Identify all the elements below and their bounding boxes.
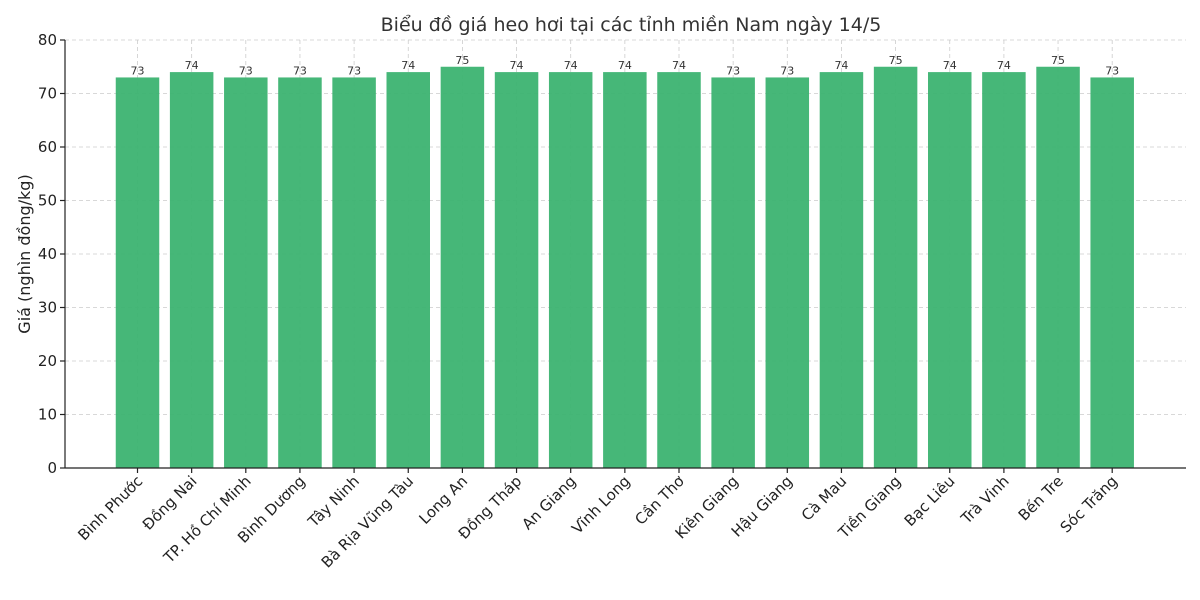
y-tick-label: 70 [38, 85, 57, 103]
bar [819, 72, 864, 468]
bar [711, 77, 755, 468]
data-label: 75 [1051, 54, 1065, 67]
bars [115, 66, 1134, 468]
data-label: 73 [1105, 64, 1119, 77]
y-tick-label: 0 [47, 459, 57, 477]
bar [765, 77, 810, 468]
bar [278, 77, 322, 468]
data-label: 75 [455, 54, 469, 67]
data-label: 73 [347, 64, 361, 77]
axes [60, 39, 1186, 473]
bar [440, 66, 485, 468]
bar [873, 66, 918, 468]
y-tick-label: 10 [38, 406, 57, 424]
x-tick-label: Trà Vinh [957, 472, 1013, 528]
bar [548, 72, 593, 468]
y-tick-label: 60 [38, 138, 57, 156]
data-label: 73 [239, 64, 253, 77]
data-label: 74 [997, 59, 1011, 72]
x-tick-label: Bà Rịa Vũng Tàu [318, 472, 417, 571]
data-label: 74 [672, 59, 686, 72]
bar [386, 72, 430, 468]
x-tick-label: Cần Thơ [631, 472, 688, 529]
y-tick-label: 80 [38, 31, 57, 49]
data-label: 73 [293, 64, 307, 77]
data-label: 73 [131, 64, 145, 77]
data-label: 74 [185, 59, 199, 72]
y-tick-label: 40 [38, 245, 57, 263]
y-tick-label: 30 [38, 299, 57, 317]
x-tick-label: Vĩnh Long [568, 472, 633, 537]
bar [982, 72, 1026, 468]
bar [1036, 66, 1080, 468]
data-label: 74 [834, 59, 848, 72]
data-label: 75 [889, 54, 903, 67]
data-label: 74 [401, 59, 415, 72]
x-tick-label: Bình Phước [74, 472, 146, 544]
x-tick-label: Long An [415, 472, 471, 528]
bar [332, 77, 376, 468]
bar [657, 72, 701, 468]
data-label: 74 [943, 59, 957, 72]
data-label: 73 [726, 64, 740, 77]
data-label: 74 [510, 59, 524, 72]
bar [224, 77, 268, 468]
bar [169, 72, 214, 468]
bar [928, 72, 972, 468]
bar [1090, 77, 1134, 468]
chart-title: Biểu đồ giá heo hơi tại các tỉnh miền Na… [381, 14, 882, 36]
bar [115, 77, 160, 468]
y-tick-labels: 0 10 20 30 40 50 60 70 80 [38, 31, 57, 477]
y-axis-label: Giá (nghìn đồng/kg) [15, 174, 34, 333]
data-label: 74 [564, 59, 578, 72]
y-tick-label: 20 [38, 352, 57, 370]
x-tick-label: Cà Mau [798, 472, 850, 524]
x-tick-label: Sóc Trăng [1057, 472, 1121, 536]
x-tick-label: Bạc Liêu [901, 472, 959, 530]
data-labels: 73 74 73 73 73 74 75 74 74 74 74 73 73 74 75 74 74 75 73 [131, 54, 1120, 78]
bar [494, 72, 539, 468]
data-label: 74 [618, 59, 632, 72]
y-tick-label: 50 [38, 192, 57, 210]
x-tick-label: Bến Tre [1015, 472, 1067, 524]
data-label: 73 [780, 64, 794, 77]
bar [603, 72, 647, 468]
